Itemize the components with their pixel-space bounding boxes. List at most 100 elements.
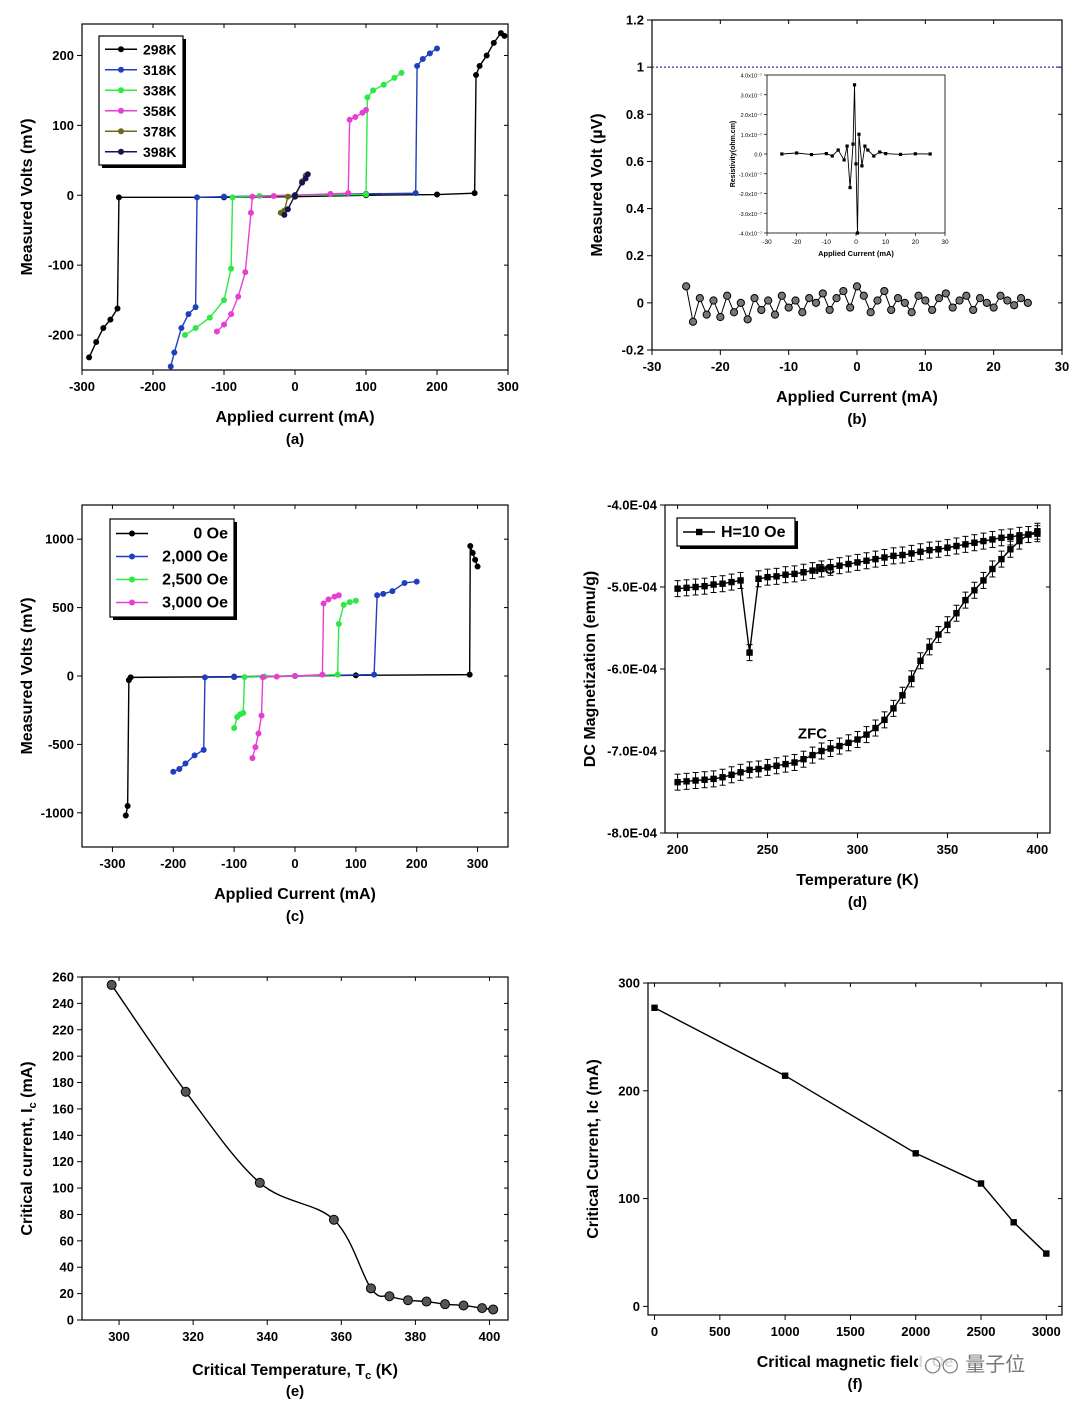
- data-point: [433, 191, 440, 198]
- data-point: [1010, 301, 1019, 310]
- inset-data-point: [851, 142, 855, 146]
- y-tick-label: -200: [48, 328, 74, 343]
- data-point: [736, 298, 745, 307]
- data-point: [200, 746, 207, 753]
- data-point: [777, 291, 786, 300]
- watermark: ○○ 量子位: [918, 1346, 1032, 1379]
- data-point: [818, 289, 827, 298]
- data-point: [887, 305, 896, 315]
- data-point: [873, 296, 882, 305]
- y-tick-label: 240: [52, 996, 74, 1011]
- data-point: [255, 730, 262, 737]
- watermark-text: 量子位: [965, 1352, 1026, 1376]
- x-tick-label: 100: [355, 379, 377, 394]
- data-point: [962, 291, 971, 300]
- data-point: [702, 310, 711, 319]
- data-point: [1003, 296, 1012, 305]
- y-tick-label: 20: [60, 1286, 74, 1301]
- data-point: [477, 1303, 488, 1314]
- inset-chart: -30 -20 -10 0 10 20 30 -4.0x10⁻⁷ -3.0x10⁻⁷ -2.0x1…: [730, 73, 949, 259]
- inset-data-point: [913, 152, 917, 156]
- data-point: [398, 69, 405, 76]
- legend-label: H=10 Oe: [721, 524, 786, 541]
- data-point: [473, 72, 480, 79]
- data-point: [252, 744, 259, 751]
- data-point: [488, 1304, 499, 1315]
- inset-x-tick-label: 20: [912, 239, 920, 246]
- y-axis-label: Measured Volts (mV): [19, 597, 36, 754]
- legend-box: [98, 35, 184, 166]
- x-tick-label: -30: [643, 359, 662, 374]
- inset-x-tick-label: -30: [762, 239, 772, 246]
- x-tick-label: -200: [140, 379, 166, 394]
- y-tick-label: 100: [52, 118, 74, 133]
- inset-data-point: [842, 158, 846, 162]
- plot-area: [86, 30, 508, 370]
- series-338k: [181, 69, 405, 339]
- inset-y-tick-label: -4.0x10⁻⁷: [739, 231, 762, 238]
- data-point: [695, 294, 704, 303]
- data-point: [839, 286, 848, 296]
- inset-data-point: [898, 152, 903, 156]
- y-tick-label: 0: [67, 188, 74, 203]
- inset-data-point: [872, 154, 876, 158]
- data-point: [192, 325, 199, 332]
- y-tick-label: 160: [52, 1101, 74, 1116]
- x-tick-label: 380: [405, 1329, 427, 1344]
- legend: 0 Oe 2,000 Oe 2,500 Oe 3,000 Oe: [109, 518, 237, 620]
- x-tick-label: -100: [221, 856, 247, 871]
- data-point: [235, 293, 242, 300]
- x-tick-label: 320: [182, 1329, 204, 1344]
- x-tick-label: 1000: [771, 1324, 800, 1339]
- data-point: [469, 549, 476, 556]
- y-tick-label: 180: [52, 1075, 74, 1090]
- plot-area: [106, 979, 499, 1315]
- data-point: [93, 339, 100, 346]
- data-point: [440, 1299, 451, 1310]
- series-2-500-oe: [231, 597, 359, 731]
- x-tick-label: 250: [757, 842, 779, 857]
- x-tick-label: 350: [937, 842, 959, 857]
- data-point: [907, 308, 916, 317]
- x-tick-label: -300: [69, 379, 95, 394]
- data-point: [716, 312, 725, 322]
- data-point: [178, 325, 185, 332]
- data-point: [325, 596, 332, 603]
- legend-swatch-marker: [129, 599, 135, 606]
- data-point: [370, 87, 377, 94]
- data-point: [284, 206, 291, 213]
- y-tick-label: 120: [52, 1154, 74, 1169]
- y-tick-label: 0: [637, 295, 644, 310]
- curve-annotation: FC: [815, 561, 835, 578]
- data-point: [106, 979, 117, 990]
- data-point: [757, 305, 766, 315]
- y-tick-label: 60: [60, 1233, 74, 1248]
- data-point: [805, 294, 814, 303]
- inset-x-tick-label: -20: [792, 239, 802, 246]
- y-axis-label: DC Magnetization (emu/g): [582, 571, 599, 767]
- data-point: [185, 311, 192, 318]
- y-tick-label: 220: [52, 1022, 74, 1037]
- y-tick-label: 1: [637, 60, 644, 75]
- plot-frame: [647, 982, 1063, 1316]
- y-tick-label: 100: [618, 1191, 640, 1206]
- data-point: [750, 294, 759, 303]
- data-point: [414, 62, 421, 69]
- inset-data-point: [852, 83, 857, 87]
- data-point: [476, 62, 483, 69]
- y-tick-label: -100: [48, 258, 74, 273]
- inset-data-point: [854, 162, 858, 166]
- panel-label: (c): [286, 908, 304, 925]
- series-line: [233, 600, 357, 729]
- y-tick-label: -0.2: [622, 343, 644, 358]
- series-0: [106, 979, 499, 1315]
- y-tick-label: 0.4: [626, 201, 645, 216]
- data-point: [955, 296, 964, 305]
- series-line: [184, 72, 402, 336]
- data-point: [384, 1291, 395, 1302]
- series-3-000-oe: [249, 592, 342, 762]
- legend-label: 338K: [143, 82, 176, 98]
- y-tick-label: -8.0E-04: [607, 826, 658, 841]
- data-point: [220, 297, 227, 304]
